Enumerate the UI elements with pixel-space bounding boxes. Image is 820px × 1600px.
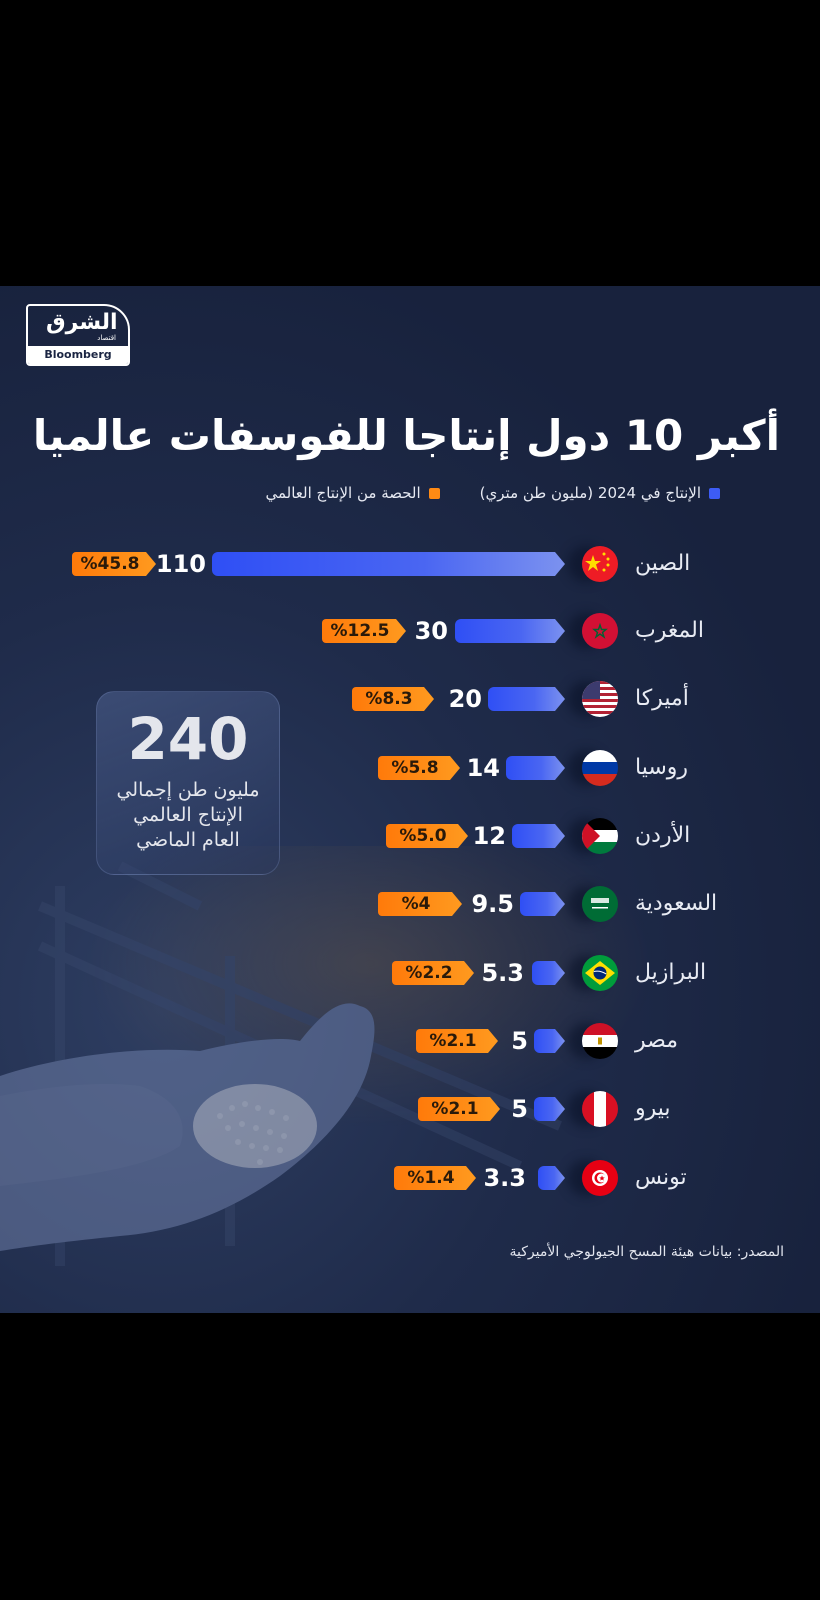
legend-label-share: الحصة من الإنتاج العالمي [265,484,421,502]
logo-arabic: الشرق [46,310,118,335]
logo-bloomberg: Bloomberg [28,346,128,364]
production-value: 5 [511,1095,528,1123]
country-label: المغرب [635,618,704,643]
saudi-flag-icon [582,886,618,922]
share-tag: %4 [378,892,462,916]
tunisia-flag-icon [582,1160,618,1196]
production-value: 14 [466,754,500,782]
production-bar [506,756,565,780]
country-label: الصين [635,551,691,576]
total-value: 240 [127,705,249,773]
country-label: البرازيل [635,960,707,985]
total-caption: مليون طن إجمالي الإنتاج العالمي العام ال… [97,778,279,853]
total-caption-line3: العام الماضي [136,829,240,851]
production-bar [532,961,565,985]
share-tag: %2.1 [418,1097,500,1121]
bar-row-peru: بيرو 5 %2.1 [0,1089,820,1129]
total-caption-line1: مليون طن إجمالي [116,779,260,801]
country-label: بيرو [635,1096,671,1121]
chart-title: أكبر 10 دول إنتاجا للفوسفات عالميا [32,411,780,460]
country-label: الأردن [635,823,691,848]
bar-row-morocco: المغرب 30 %12.5 [0,611,820,651]
legend-item-share: الحصة من الإنتاج العالمي [265,484,440,502]
legend-item-production: الإنتاج في 2024 (مليون طن متري) [480,484,720,502]
bar-row-saudi-arabia: السعودية 9.5 %4 [0,884,820,924]
production-value: 3.3 [483,1164,526,1192]
share-tag: %8.3 [352,687,434,711]
egypt-flag-icon [582,1023,618,1059]
country-label: تونس [635,1165,687,1190]
production-value: 110 [155,550,206,578]
bar-row-jordan: الأردن 12 %5.0 [0,816,820,856]
legend-label-production: الإنتاج في 2024 (مليون طن متري) [479,484,701,502]
bar-row-china: الصين 110 %45.8 [0,544,820,584]
production-value: 30 [414,617,448,645]
production-value: 9.5 [471,890,514,918]
share-tag: %2.2 [392,961,474,985]
brazil-flag-icon [582,955,618,991]
share-tag: %45.8 [72,552,156,576]
total-caption-line2: الإنتاج العالمي [133,804,243,826]
country-label: روسيا [635,755,689,780]
peru-flag-icon [582,1091,618,1127]
production-value: 5.3 [481,959,524,987]
bar-row-usa: أميركا 20 %8.3 [0,679,820,719]
production-bar [488,687,565,711]
production-bar [538,1166,565,1190]
production-value: 12 [472,822,506,850]
chart-legend: الإنتاج في 2024 (مليون طن متري) الحصة من… [265,484,720,502]
bar-row-tunisia: تونس 3.3 %1.4 [0,1158,820,1198]
bar-row-egypt: مصر 5 %2.1 [0,1021,820,1061]
production-value: 5 [511,1027,528,1055]
morocco-flag-icon [582,613,618,649]
country-label: السعودية [635,891,718,916]
production-bar [534,1029,565,1053]
share-tag: %5.0 [386,824,468,848]
production-bar [520,892,565,916]
asharq-bloomberg-logo: الشرق اقتصاد Bloomberg [26,304,134,368]
russia-flag-icon [582,750,618,786]
country-label: مصر [635,1028,679,1053]
china-flag-icon [582,546,618,582]
total-production-callout: 240 مليون طن إجمالي الإنتاج العالمي العا… [96,691,280,875]
production-bar [512,824,565,848]
share-tag: %12.5 [322,619,406,643]
share-tag: %1.4 [394,1166,476,1190]
country-label: أميركا [635,686,689,711]
production-value: 20 [448,685,482,713]
hand-with-fertilizer-photo [0,846,820,1313]
usa-flag-icon [582,681,618,717]
production-bar [455,619,565,643]
source-note: المصدر: بيانات هيئة المسح الجيولوجي الأم… [509,1244,785,1260]
bar-row-russia: روسيا 14 %5.8 [0,748,820,788]
share-tag: %2.1 [416,1029,498,1053]
production-bar [534,1097,565,1121]
blue-square-icon [709,487,720,499]
infographic-panel: الشرق اقتصاد Bloomberg أكبر 10 دول إنتاج… [0,286,820,1313]
production-bar [212,552,565,576]
bar-row-brazil: البرازيل 5.3 %2.2 [0,953,820,993]
logo-arabic-sub: اقتصاد [97,334,116,342]
logo-frame [26,304,130,366]
share-tag: %5.8 [378,756,460,780]
orange-square-icon [428,487,440,499]
jordan-flag-icon [582,818,618,854]
